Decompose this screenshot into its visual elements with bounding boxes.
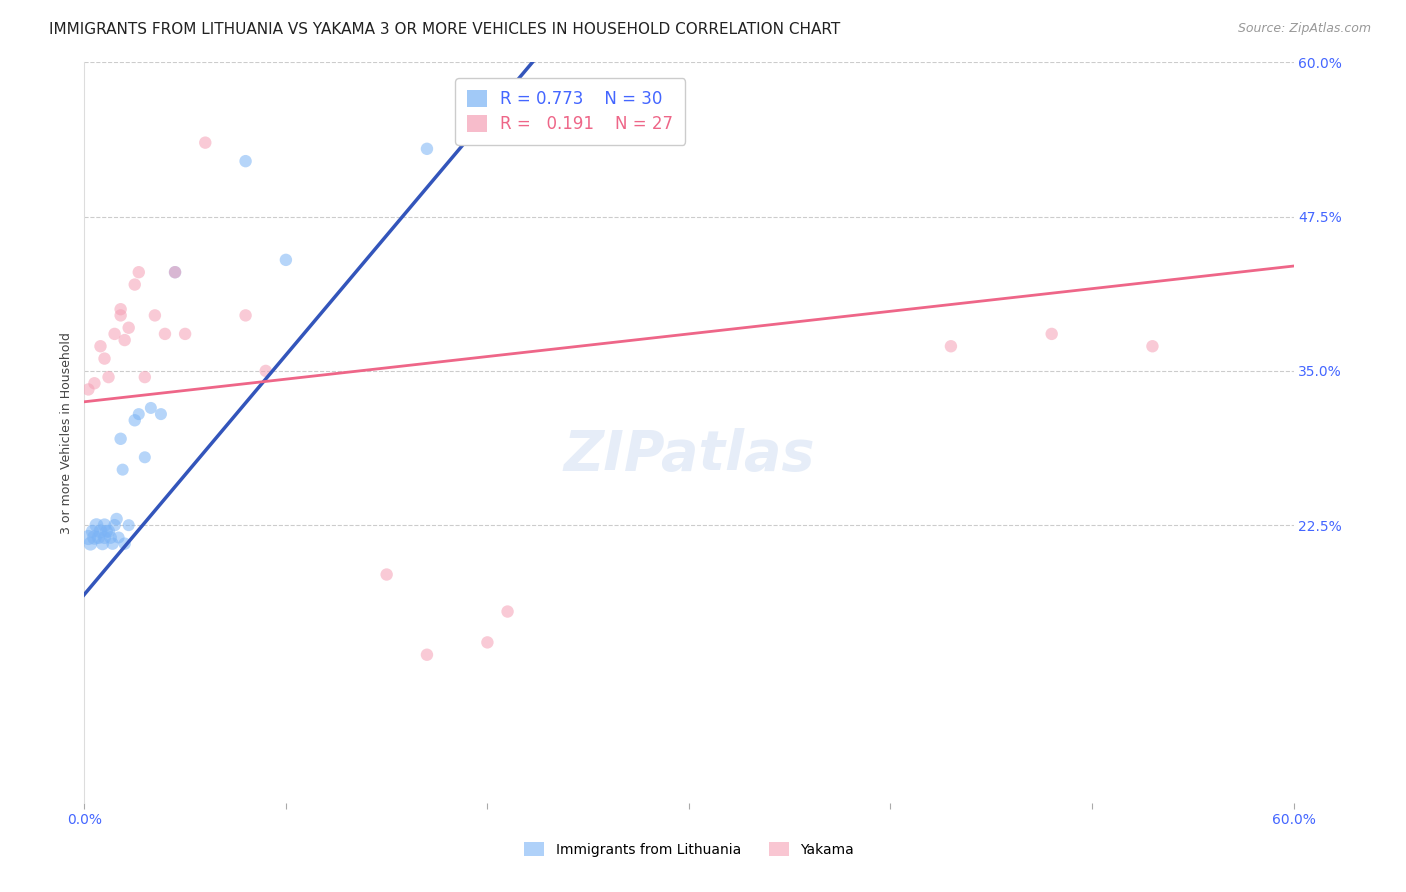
Point <box>89 339 111 353</box>
Text: ZIPatlas: ZIPatlas <box>564 428 814 482</box>
Point <box>104 326 127 341</box>
Point <box>416 142 439 156</box>
Point <box>153 326 176 341</box>
Point <box>143 309 166 323</box>
Point <box>87 531 110 545</box>
Point <box>93 518 115 533</box>
Point <box>100 531 122 545</box>
Point <box>124 277 146 292</box>
Point <box>89 524 111 539</box>
Point <box>77 383 100 397</box>
Point <box>1040 326 1063 341</box>
Point <box>194 136 217 150</box>
Point <box>110 309 132 323</box>
Point <box>139 401 162 415</box>
Point <box>134 370 156 384</box>
Text: Source: ZipAtlas.com: Source: ZipAtlas.com <box>1237 22 1371 36</box>
Point <box>165 265 187 279</box>
Point <box>105 512 128 526</box>
Point <box>82 524 104 539</box>
Point <box>93 351 115 366</box>
Point <box>77 531 100 545</box>
Point <box>110 432 132 446</box>
Point <box>128 407 150 421</box>
Legend: Immigrants from Lithuania, Yakama: Immigrants from Lithuania, Yakama <box>517 837 860 863</box>
Point <box>235 309 257 323</box>
Point <box>124 413 146 427</box>
Point <box>110 302 132 317</box>
Point <box>235 154 257 169</box>
Text: IMMIGRANTS FROM LITHUANIA VS YAKAMA 3 OR MORE VEHICLES IN HOUSEHOLD CORRELATION : IMMIGRANTS FROM LITHUANIA VS YAKAMA 3 OR… <box>49 22 841 37</box>
Point <box>939 339 962 353</box>
Point <box>79 536 101 550</box>
Point <box>375 567 398 582</box>
Y-axis label: 3 or more Vehicles in Household: 3 or more Vehicles in Household <box>60 332 73 533</box>
Point <box>134 450 156 465</box>
Point <box>174 326 197 341</box>
Point <box>83 531 105 545</box>
Point <box>118 518 141 533</box>
Point <box>274 252 297 267</box>
Point <box>477 635 499 649</box>
Point <box>83 376 105 391</box>
Point <box>118 320 141 334</box>
Point <box>107 531 129 545</box>
Point <box>128 265 150 279</box>
Point <box>91 536 114 550</box>
Point <box>86 518 108 533</box>
Point <box>96 524 118 539</box>
Point <box>254 364 277 378</box>
Point <box>97 370 120 384</box>
Point <box>104 518 127 533</box>
Point <box>114 536 136 550</box>
Point <box>416 648 439 662</box>
Point <box>496 605 519 619</box>
Point <box>97 524 120 539</box>
Point <box>1142 339 1164 353</box>
Point <box>149 407 172 421</box>
Point <box>93 531 115 545</box>
Point <box>111 462 134 476</box>
Point <box>165 265 187 279</box>
Point <box>101 536 124 550</box>
Point <box>114 333 136 347</box>
